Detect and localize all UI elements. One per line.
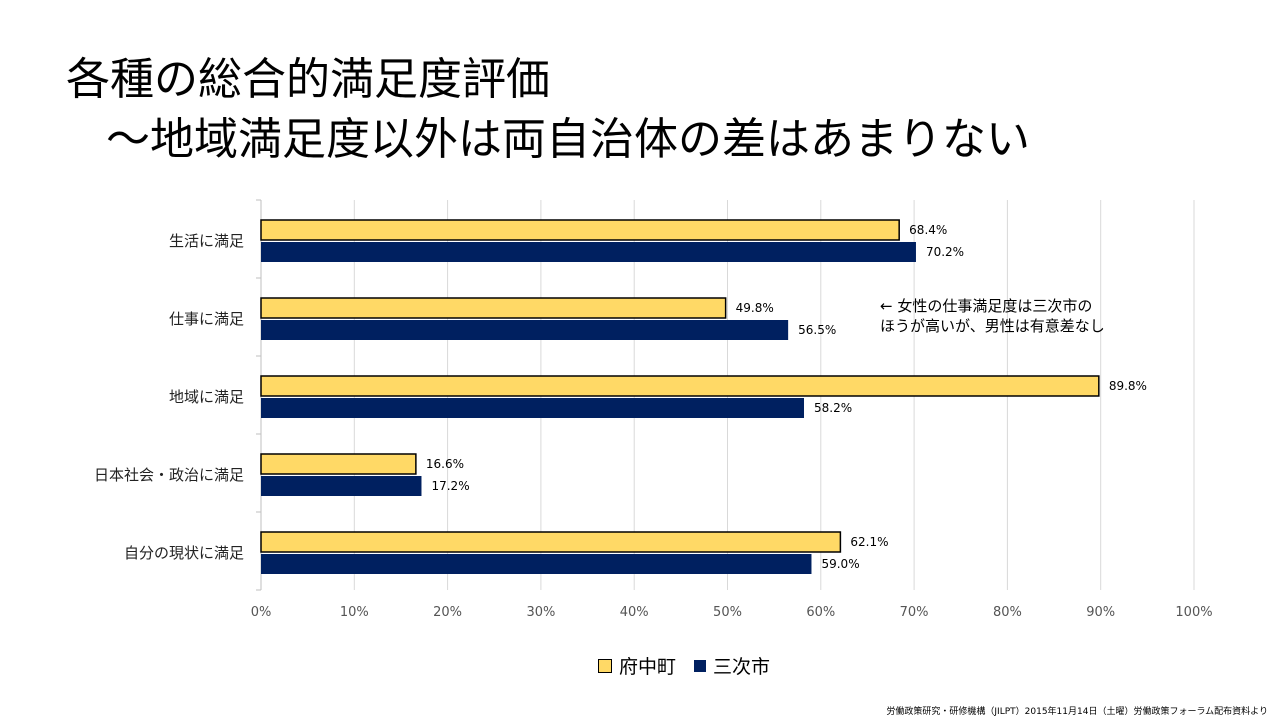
value-label-miyoshi: 70.2%	[926, 245, 964, 259]
legend-item-fuchu: 府中町	[598, 652, 676, 679]
x-tick-label: 100%	[1175, 605, 1212, 620]
slide-title-line2: ～地域満足度以外は両自治体の差はあまりない	[106, 114, 1030, 165]
category-label: 生活に満足	[169, 232, 244, 250]
value-label-miyoshi: 58.2%	[814, 401, 852, 415]
category-label: 日本社会・政治に満足	[94, 466, 244, 484]
annotation-line2: ほうが高いが、男性は有意差なし	[880, 317, 1105, 335]
value-label-fuchu: 68.4%	[909, 223, 947, 237]
value-label-fuchu: 16.6%	[426, 457, 464, 471]
legend-label-miyoshi: 三次市	[713, 656, 771, 678]
bar-miyoshi	[261, 242, 916, 262]
category-label: 自分の現状に満足	[124, 544, 244, 562]
bar-miyoshi	[261, 476, 422, 496]
legend-swatch-miyoshi	[694, 659, 707, 672]
chart-annotation: ← 女性の仕事満足度は三次市の ほうが高いが、男性は有意差なし	[880, 296, 1105, 336]
bar-fuchu	[260, 219, 900, 241]
slide-title-line1: 各種の総合的満足度評価	[66, 54, 550, 105]
bar-fuchu	[260, 453, 417, 475]
x-tick-label: 60%	[806, 605, 835, 620]
chart-legend: 府中町 三次市	[598, 652, 788, 679]
x-tick-label: 0%	[251, 605, 272, 620]
value-label-fuchu: 49.8%	[736, 301, 774, 315]
bar-miyoshi	[261, 554, 812, 574]
x-tick-label: 10%	[340, 605, 369, 620]
bar-fuchu	[260, 375, 1100, 397]
annotation-line1: ← 女性の仕事満足度は三次市の	[880, 297, 1093, 315]
legend-label-fuchu: 府中町	[619, 656, 677, 678]
x-tick-label: 90%	[1086, 605, 1115, 620]
legend-item-miyoshi: 三次市	[694, 652, 770, 679]
legend-swatch-fuchu	[598, 658, 612, 673]
value-label-miyoshi: 56.5%	[798, 323, 836, 337]
value-label-miyoshi: 59.0%	[821, 557, 859, 571]
category-label: 地域に満足	[169, 388, 244, 406]
x-tick-label: 40%	[620, 605, 649, 620]
source-footer: 労働政策研究・研修機構（JILPT）2015年11月14日（土曜）労働政策フォー…	[886, 707, 1268, 717]
bar-fuchu	[260, 531, 842, 553]
value-label-fuchu: 89.8%	[1109, 379, 1147, 393]
x-tick-label: 50%	[713, 605, 742, 620]
x-tick-label: 70%	[900, 605, 929, 620]
x-tick-label: 20%	[433, 605, 462, 620]
bar-miyoshi	[261, 398, 805, 418]
value-label-miyoshi: 17.2%	[431, 479, 469, 493]
x-tick-label: 30%	[526, 605, 555, 620]
x-tick-label: 80%	[993, 605, 1022, 620]
value-label-fuchu: 62.1%	[850, 535, 888, 549]
bar-miyoshi	[261, 320, 789, 340]
bar-fuchu	[260, 297, 727, 319]
category-label: 仕事に満足	[169, 310, 244, 328]
